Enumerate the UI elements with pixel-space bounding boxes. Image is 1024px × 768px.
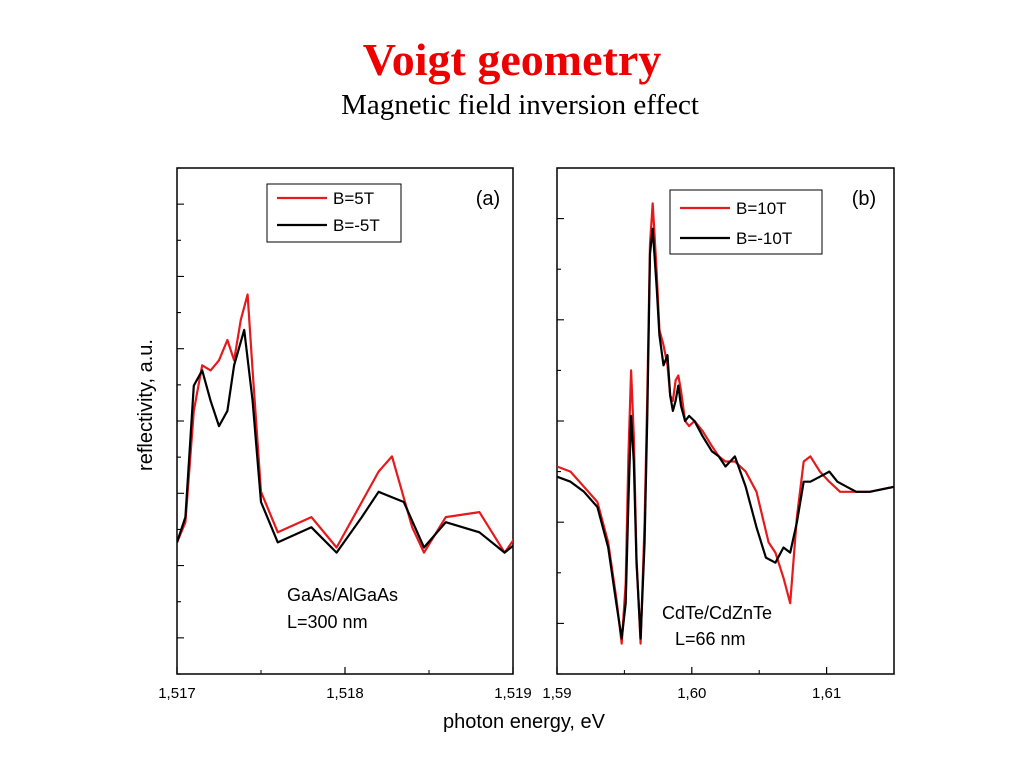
x-tick-label: 1,518 — [326, 685, 364, 702]
panel-label: (a) — [476, 188, 500, 210]
legend-label: B=10T — [736, 199, 787, 218]
legend-box — [669, 189, 823, 255]
slide-subtitle: Magnetic field inversion effect — [341, 89, 699, 121]
slide-title: Voigt geometry — [362, 34, 662, 85]
panel-label: (b) — [852, 188, 876, 210]
thickness-label: L=300 nm — [287, 612, 368, 632]
thickness-label: L=66 nm — [675, 629, 746, 649]
series-line-b10t-0 — [557, 202, 894, 645]
chart-panel-b: 1,59 1,60 1,61 B=10T B=-10T (b) CdTe/CdZnTe L=6… — [542, 167, 895, 702]
legend-label: B=-10T — [736, 229, 792, 248]
legend-label: B=-5T — [333, 216, 380, 235]
series-line-b5t-0 — [177, 293, 513, 554]
sample-label: CdTe/CdZnTe — [662, 603, 772, 623]
series-line-b-10t-1 — [557, 227, 894, 640]
x-tick-label: 1,61 — [812, 685, 841, 702]
x-tick-label: 1,59 — [542, 685, 571, 702]
x-axis-label: photon energy, eV — [443, 711, 606, 733]
x-tick-label: 1,60 — [677, 685, 706, 702]
y-axis-label: reflectivity, a.u. — [135, 339, 157, 471]
chart-panel-a: 1,517 1,518 1,519 B=5T B=-5T (a) GaAs/AlGaAs L=… — [158, 167, 532, 702]
series-line-b-5t-1 — [177, 328, 513, 554]
x-tick-label: 1,519 — [494, 685, 532, 702]
legend-box — [266, 183, 402, 243]
x-tick-label: 1,517 — [158, 685, 196, 702]
sample-label: GaAs/AlGaAs — [287, 585, 398, 605]
legend-label: B=5T — [333, 189, 374, 208]
